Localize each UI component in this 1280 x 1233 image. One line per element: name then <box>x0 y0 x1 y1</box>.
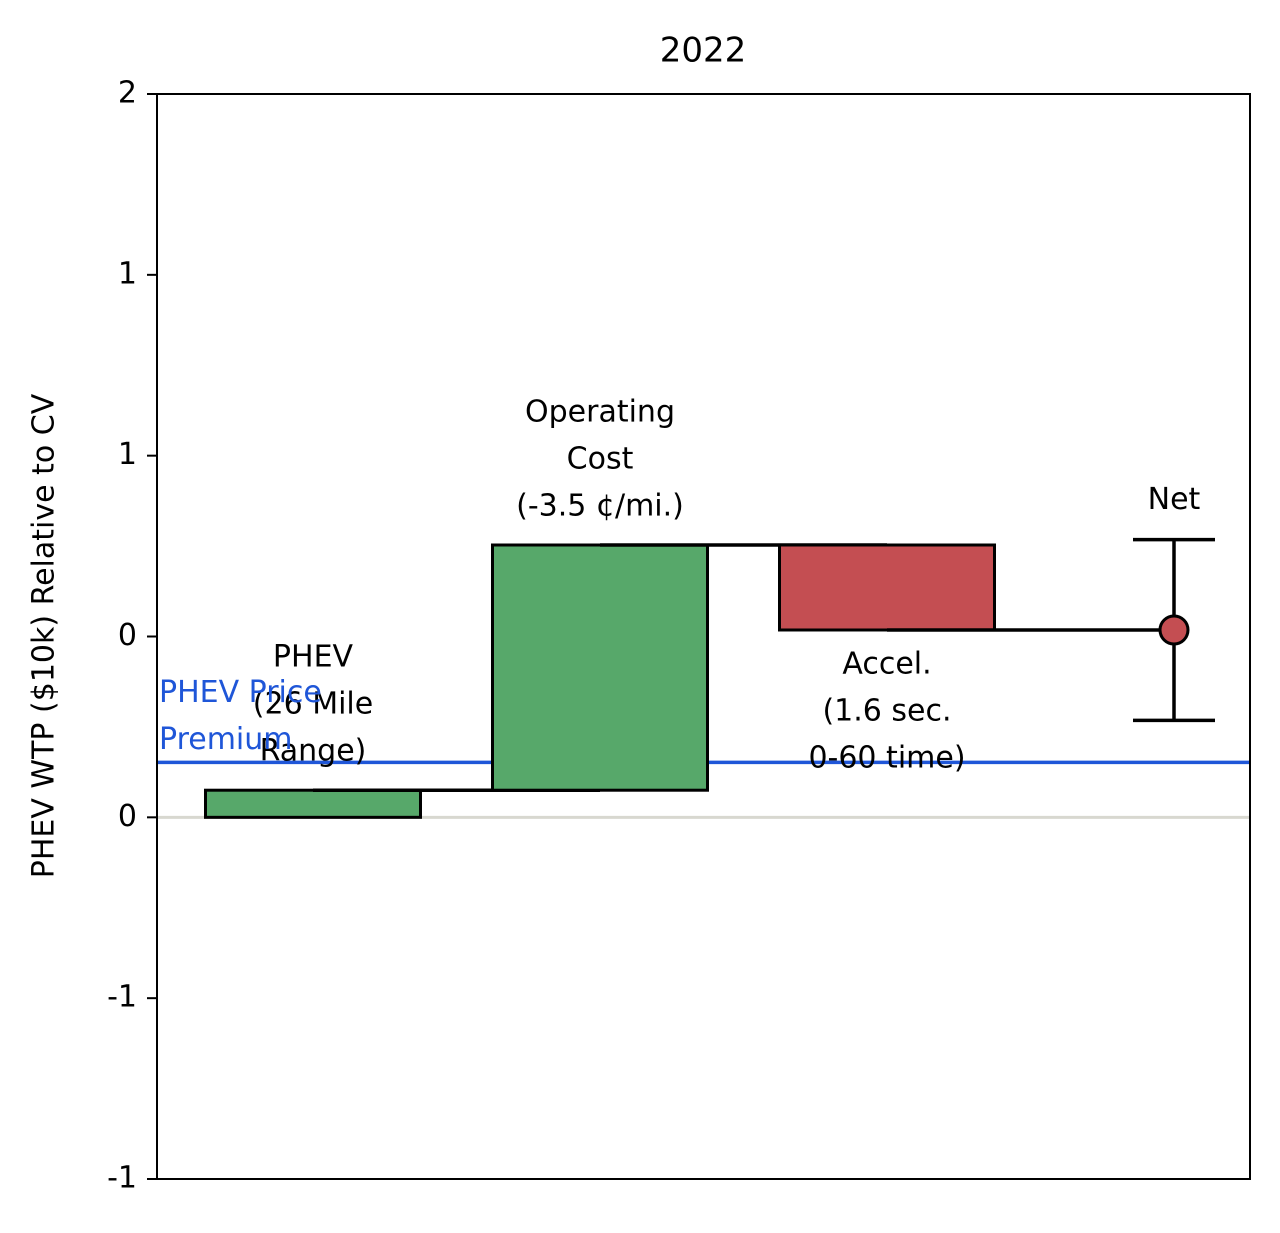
category-label: (-3.5 ¢/mi.) <box>516 488 684 523</box>
y-tick-label: 0 <box>118 799 137 834</box>
premium-label: PHEV Price <box>159 675 322 710</box>
chart-title: 2022 <box>660 31 747 71</box>
y-tick-label: 0 <box>118 618 137 653</box>
category-label: (26 Mile <box>253 687 373 722</box>
category-label: 0-60 time) <box>808 740 965 775</box>
y-tick-label: 1 <box>118 437 137 472</box>
bar <box>491 543 709 792</box>
category-label: Cost <box>567 441 634 476</box>
premium-label: Premium <box>159 722 293 757</box>
y-tick-label: -1 <box>107 1161 137 1196</box>
y-tick-label: -1 <box>107 980 137 1015</box>
y-tick-label: 2 <box>118 76 137 111</box>
net-label: Net <box>1148 482 1201 517</box>
category-label: Accel. <box>842 646 931 681</box>
category-label: (1.6 sec. <box>822 693 951 728</box>
plot-frame <box>156 93 1251 1180</box>
y-axis-label: PHEV WTP ($10k) Relative to CV <box>27 393 62 878</box>
category-label: PHEV <box>273 640 354 675</box>
bar <box>778 543 996 632</box>
y-tick-label: 1 <box>118 256 137 291</box>
category-label: Range) <box>260 734 367 769</box>
category-label: Operating <box>525 394 675 429</box>
bar <box>204 788 422 819</box>
net-marker <box>1158 614 1190 646</box>
